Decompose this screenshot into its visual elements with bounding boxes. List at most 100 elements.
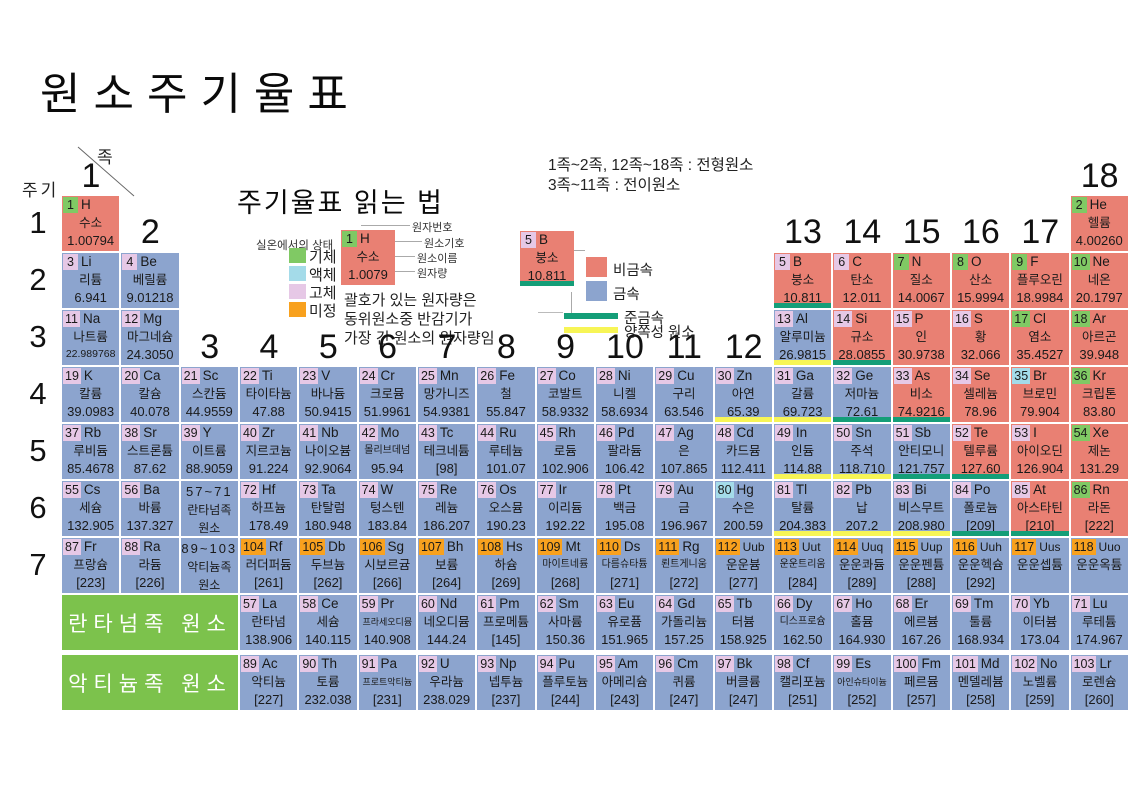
element-number-symbol-row: 12 Mg <box>121 310 178 328</box>
atomic-number: 106 <box>359 539 385 555</box>
element-number-symbol-row: 53 I <box>1011 424 1068 442</box>
element-name: 탈륨 <box>791 501 815 515</box>
atomic-number: 112 <box>715 539 740 555</box>
element-name: 탄탈럼 <box>310 501 346 515</box>
element-symbol: Cl <box>1033 311 1046 326</box>
element-name: 갈륨 <box>791 387 815 401</box>
element-symbol: Re <box>439 482 458 497</box>
element-mass: [292] <box>966 575 996 590</box>
state-label: 액체 <box>309 267 337 284</box>
legend-connector-line <box>563 250 585 251</box>
atomic-number: 75 <box>418 482 437 498</box>
group-header-14: 14 <box>843 213 882 251</box>
bar-swatch-amphoteric <box>564 327 618 333</box>
element-number-symbol-row: 118 Uuo <box>1071 538 1128 556</box>
element-symbol: Pb <box>855 482 872 497</box>
atomic-number: 58 <box>300 596 319 612</box>
group-header-5: 5 <box>318 328 338 366</box>
group-header-2: 2 <box>140 213 160 251</box>
element-mass: 192.22 <box>545 518 586 533</box>
element-number-symbol-row: 82 Pb <box>833 481 890 499</box>
period-header-2: 2 <box>29 262 47 297</box>
amphoteric-bar <box>773 531 832 536</box>
element-name: 세슘 <box>316 615 340 629</box>
bracket-mass-note: 괄호가 있는 원자량은 동위원소중 반감기가 가장 긴 원소의 원자량임 <box>344 291 495 348</box>
element-symbol: Ta <box>321 482 336 497</box>
atomic-number: 94 <box>537 656 556 672</box>
element-symbol: Tl <box>795 482 808 497</box>
element-mass: [237] <box>491 692 521 707</box>
atomic-number: 43 <box>418 425 437 441</box>
element-symbol: W <box>380 482 394 497</box>
element-symbol: Bh <box>446 539 464 554</box>
element-name: 수소 <box>79 216 103 230</box>
element-symbol: Ru <box>499 425 517 440</box>
element-mass: 151.965 <box>601 632 649 647</box>
element-mass: 180.948 <box>304 518 352 533</box>
element-number-symbol-row: 92 U <box>418 655 475 673</box>
element-mass: 10.811 <box>783 290 822 305</box>
element-name: 다름슈타튬 <box>601 559 648 570</box>
element-name: 리튬 <box>79 273 103 287</box>
element-name: 사마륨 <box>548 615 583 629</box>
element-cell-Cu: 29 Cu 구리 63.546 <box>655 367 713 422</box>
element-cell-Hs: 108 Hs 하슘 [269] <box>477 538 535 593</box>
element-cell-Cl: 17 Cl 염소 35.4527 <box>1011 310 1069 365</box>
element-name: 멘델레븀 <box>957 675 1004 689</box>
atomic-number: 102 <box>1012 656 1038 672</box>
element-mass: 178.49 <box>248 518 289 533</box>
element-mass: [231] <box>372 692 402 707</box>
element-number-symbol-row: 11 Na <box>62 310 119 328</box>
element-mass: 83.80 <box>1082 404 1116 419</box>
atomic-number: 78 <box>596 482 615 498</box>
state-swatch-u <box>289 302 306 317</box>
element-name: 운운옥튬 <box>1076 558 1123 572</box>
element-cell-Co: 27 Co 코발트 58.9332 <box>536 367 594 422</box>
element-symbol: Hf <box>261 482 276 497</box>
atomic-number: 38 <box>122 425 141 441</box>
element-cell-He: 2 He 헬륨 4.00260 <box>1070 196 1128 251</box>
element-symbol: Xe <box>1092 425 1110 440</box>
element-symbol: Ba <box>143 482 160 497</box>
element-cell-Ra: 88 Ra 라듐 [226] <box>121 538 179 593</box>
element-name: 루비듐 <box>73 444 108 458</box>
atomic-number: 115 <box>893 539 918 555</box>
element-name: 질소 <box>909 273 933 287</box>
period-header-4: 4 <box>29 376 47 411</box>
element-name: 헬륨 <box>1087 216 1111 230</box>
element-cell-Tm: 69 Tm 툴륨 168.934 <box>951 595 1010 650</box>
element-mass: [261] <box>254 575 284 590</box>
element-symbol: Y <box>202 425 212 440</box>
element-name: 캘리포늄 <box>779 675 826 689</box>
element-mass: 74.9216 <box>897 404 945 419</box>
element-cell-Mg: 12 Mg 마그네슘 24.3050 <box>121 310 179 365</box>
element-cell-Ce: 58 Ce 세슘 140.115 <box>299 595 357 650</box>
atomic-number: 70 <box>1012 596 1031 612</box>
element-name: 붕소 <box>535 251 559 265</box>
atomic-number: 36 <box>1071 368 1090 384</box>
element-number-symbol-row: 94 Pu <box>537 655 594 673</box>
element-number-symbol-row: 48 Cd <box>715 424 772 442</box>
element-name: 인듐 <box>791 444 815 458</box>
element-cell-Cd: 48 Cd 카드뮴 112.411 <box>714 424 772 479</box>
element-cell-Se: 34 Se 셀레늄 78.96 <box>951 367 1010 422</box>
atomic-number: 16 <box>952 311 971 327</box>
atomic-number: 11 <box>63 311 80 327</box>
element-name: 네오디뮴 <box>423 615 470 629</box>
element-number-symbol-row: 29 Cu <box>655 367 712 385</box>
group-axis-label: 족 <box>97 148 113 167</box>
element-symbol: Po <box>973 482 991 497</box>
element-mass: [223] <box>76 575 106 590</box>
period-header-3: 3 <box>29 319 47 354</box>
atomic-number: 25 <box>418 368 437 384</box>
group-header-3: 3 <box>200 328 220 366</box>
element-mass: 44.9559 <box>185 404 233 419</box>
element-cell-Eu: 63 Eu 유로퓸 151.965 <box>595 595 654 650</box>
element-symbol: Ge <box>855 368 874 383</box>
element-number-symbol-row: 74 W <box>359 481 416 499</box>
element-symbol: Pu <box>558 656 576 671</box>
note-line-3: 가장 긴 원소의 원자량임 <box>344 330 495 347</box>
element-mass: 140.115 <box>304 632 351 647</box>
atomic-number: 110 <box>596 539 621 555</box>
